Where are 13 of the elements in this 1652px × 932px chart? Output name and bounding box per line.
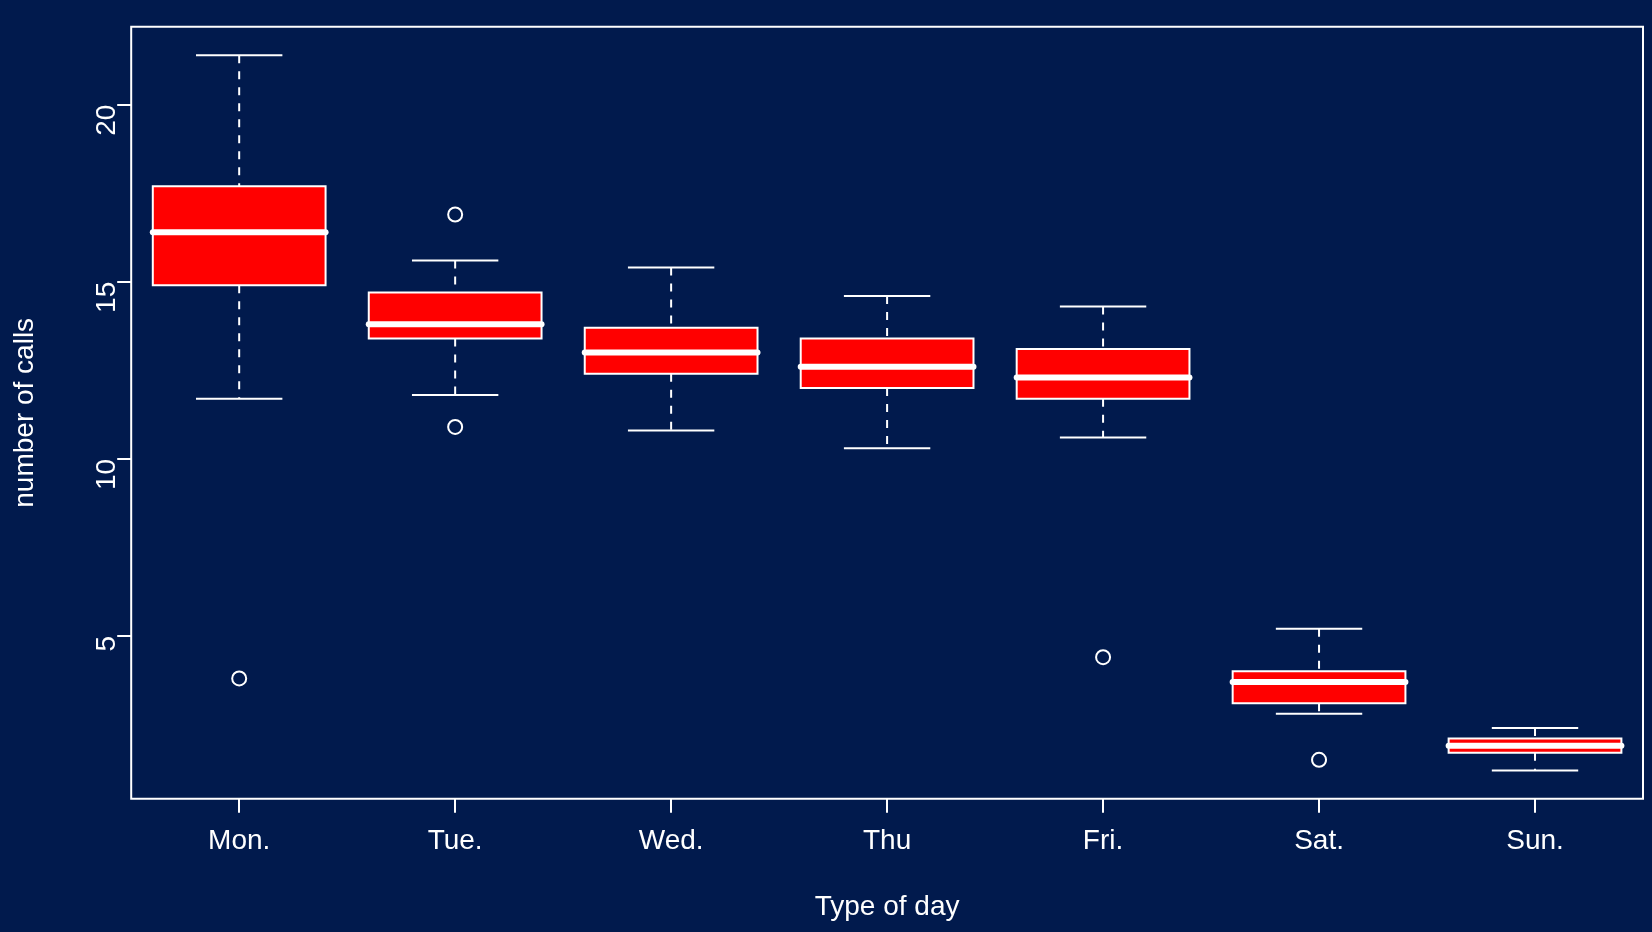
y-tick-label: 10 bbox=[89, 458, 121, 490]
x-tick-label: Wed. bbox=[638, 824, 704, 856]
y-tick-label: 15 bbox=[89, 281, 121, 313]
y-tick-label: 5 bbox=[89, 635, 121, 652]
x-tick-label: Sat. bbox=[1294, 824, 1344, 856]
x-tick-label: Fri. bbox=[1082, 824, 1124, 856]
x-tick-label: Tue. bbox=[427, 824, 483, 856]
x-axis-title: Type of day bbox=[814, 889, 960, 921]
x-tick-label: Thu bbox=[862, 824, 912, 856]
y-axis-title: number of calls bbox=[7, 317, 39, 508]
x-tick-label: Mon. bbox=[208, 824, 271, 856]
x-tick-label: Sun. bbox=[1506, 824, 1564, 856]
y-tick-label: 20 bbox=[89, 104, 121, 136]
